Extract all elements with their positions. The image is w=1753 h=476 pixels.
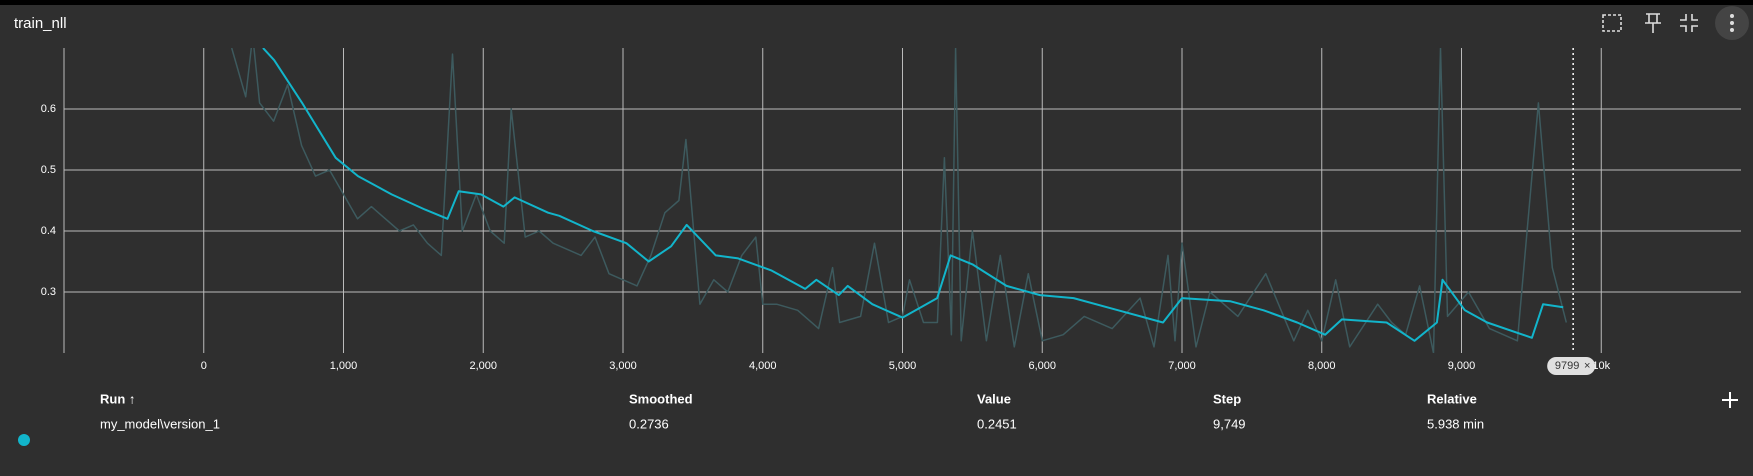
table-cell: my_model\version_1 [100,416,220,431]
run-color-dot [18,434,30,446]
y-tick-label: 0.5 [41,164,56,176]
x-tick-label: 7,000 [1168,360,1196,372]
x-tick-label: 8,000 [1308,360,1336,372]
x-tick-label: 5,000 [889,360,917,372]
data-table: Run ↑ Smoothed Value Step Relative my_model\v… [100,391,1484,431]
column-header: Value [977,391,1011,406]
fit-icon[interactable] [1602,14,1622,32]
top-strip [0,0,1753,5]
table-cell: 9,749 [1213,416,1246,431]
card-title: train_nll [14,15,67,32]
plot [230,48,1568,353]
y-tick-label: 0.3 [41,286,56,298]
series-line [262,48,1564,342]
x-tick-label: 6,000 [1028,360,1056,372]
column-header: Run ↑ [100,391,135,406]
y-tick-label: 0.6 [41,103,56,115]
column-header: Relative [1427,391,1477,406]
ticks: 0.3 0.4 0.5 0.6 0 1,000 2,000 3,000 4,000 5,000 6,… [41,48,1611,375]
x-tick-label: 10k [1592,360,1610,372]
collapse-icon[interactable] [1680,14,1698,32]
table-cell: 0.2451 [977,416,1017,431]
table-cell: 0.2736 [629,416,669,431]
x-tick-label: 4,000 [749,360,777,372]
hover-pill [1547,357,1596,375]
grid [63,48,1741,353]
pin-icon[interactable] [1645,13,1661,33]
toolbar[interactable] [1602,6,1749,40]
x-tick-label: 0 [201,360,207,372]
add-button[interactable] [1722,392,1738,408]
hover-label: 9799 [1555,360,1579,372]
x-tick-label: 2,000 [469,360,497,372]
column-header: Smoothed [629,391,693,406]
x-tick-label: 1,000 [330,360,358,372]
x-tick-label: 3,000 [609,360,637,372]
series-line [230,48,1568,353]
x-tick-label: 9,000 [1448,360,1476,372]
table-cell: 5.938 min [1427,416,1484,431]
y-tick-label: 0.4 [41,225,56,237]
hover-close: × [1584,360,1590,372]
column-header: Step [1213,391,1241,406]
